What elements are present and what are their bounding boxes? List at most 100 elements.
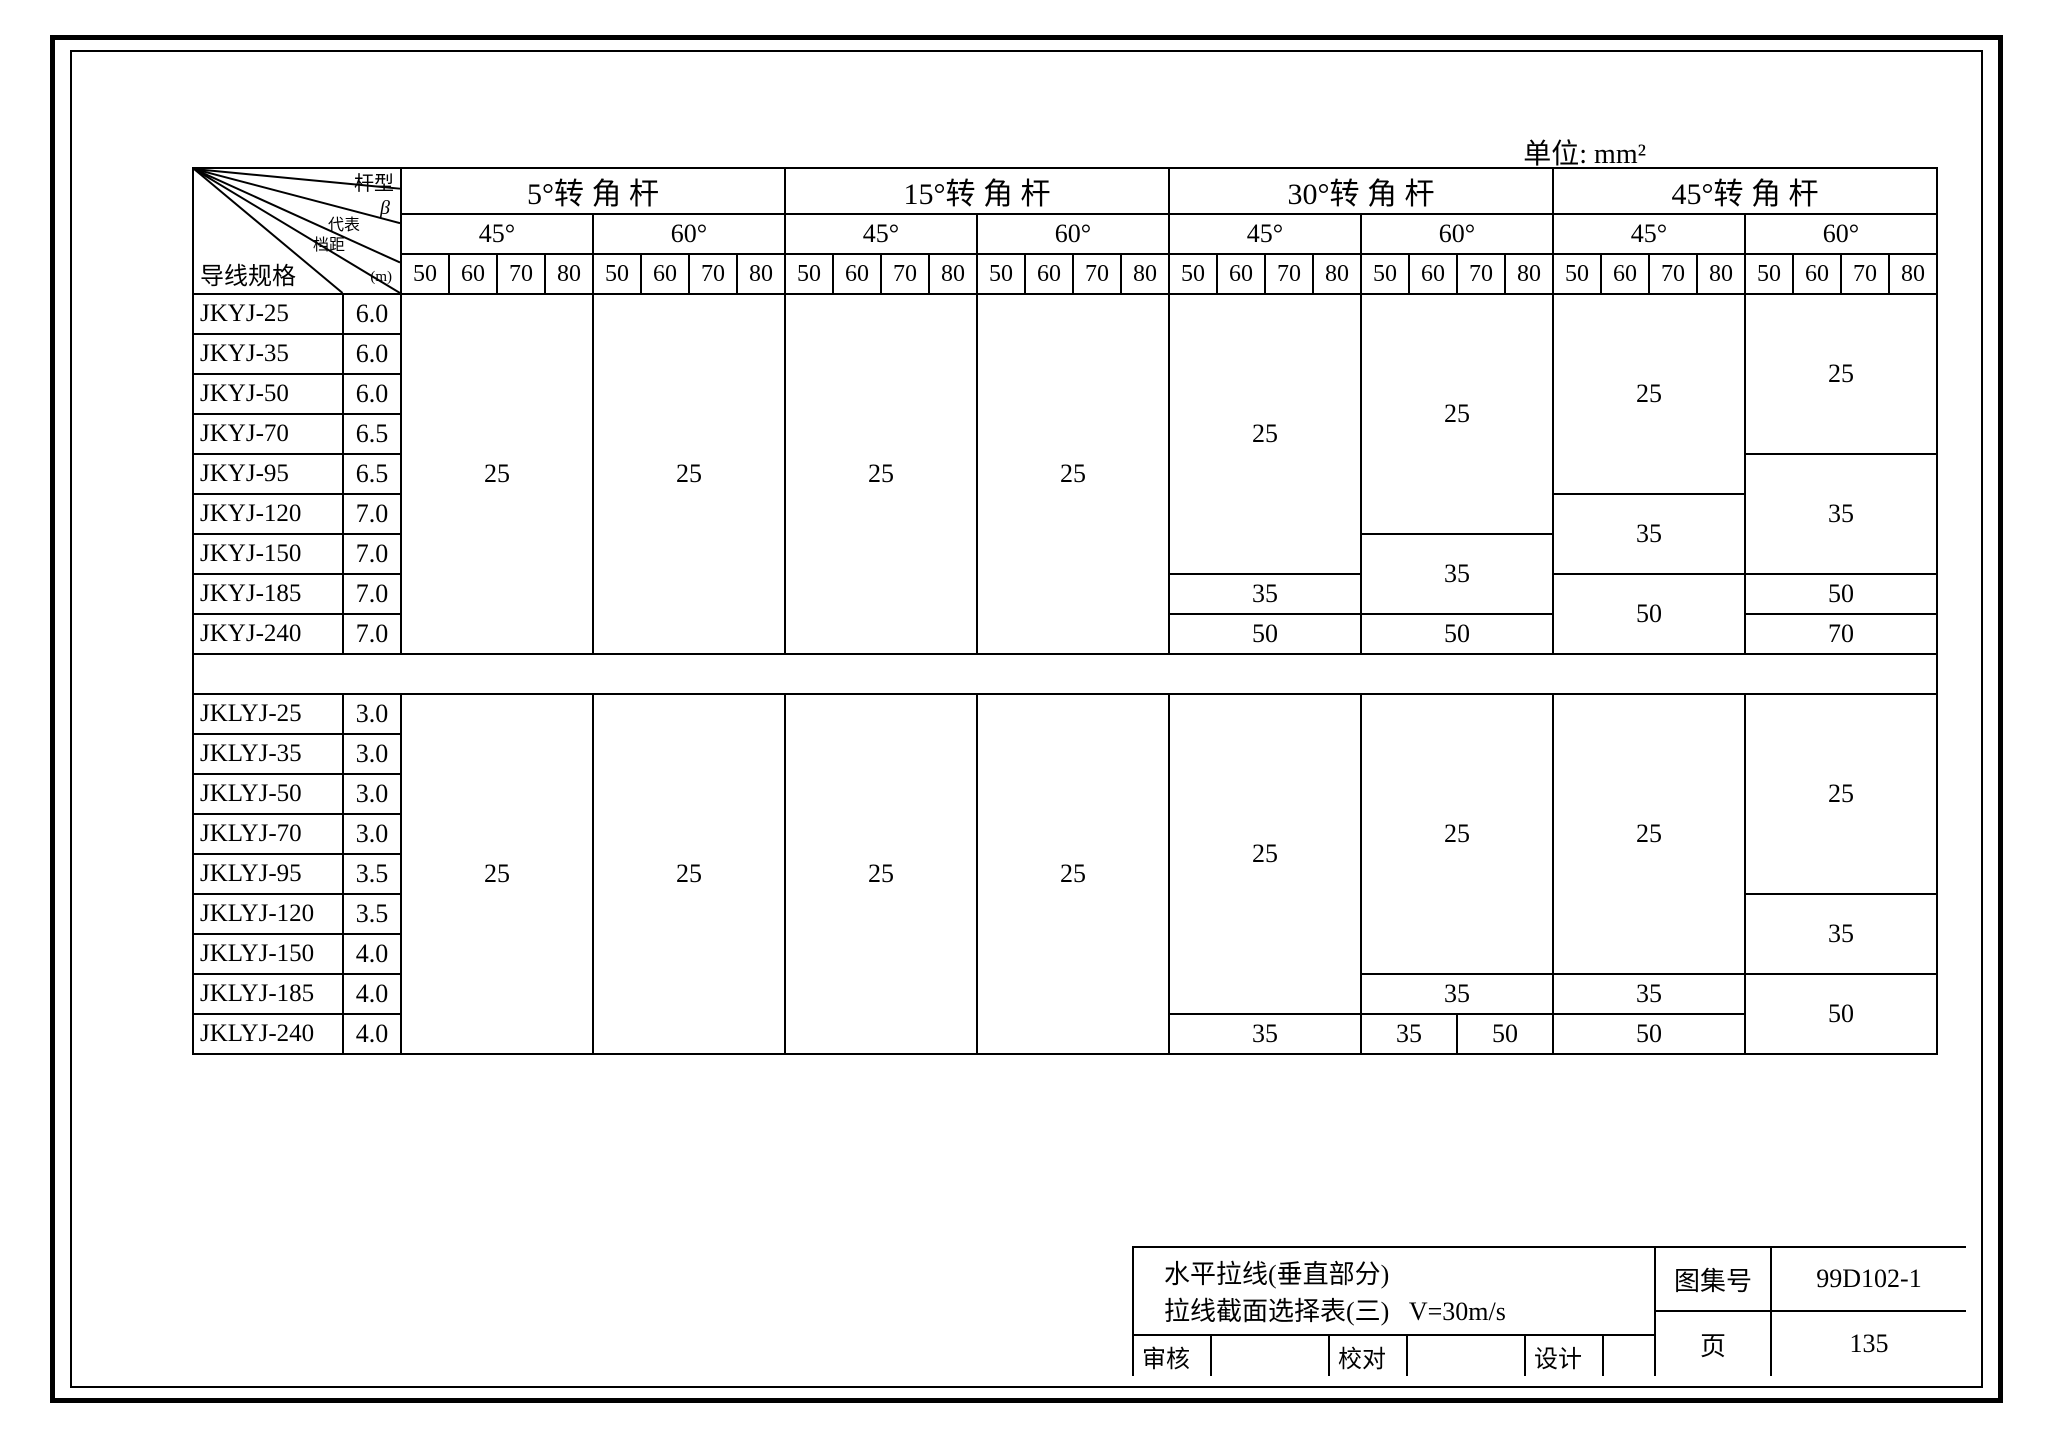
span: 80	[1121, 254, 1169, 294]
corner-gangxing: 杆型	[354, 168, 394, 196]
review-signature	[1212, 1336, 1330, 1376]
span: 60	[449, 254, 497, 294]
val: 25	[593, 694, 785, 1054]
val: 50	[1169, 614, 1361, 654]
k: 6.0	[343, 294, 401, 334]
corner-dangwei: 档距	[313, 231, 345, 255]
span: 60	[641, 254, 689, 294]
val: 25	[1361, 294, 1553, 534]
k: 7.0	[343, 494, 401, 534]
span: 50	[785, 254, 833, 294]
val: 25	[1361, 694, 1553, 974]
spec: JKLYJ-50	[193, 774, 343, 814]
val: 25	[1553, 694, 1745, 974]
k: 3.5	[343, 854, 401, 894]
check-signature	[1408, 1336, 1526, 1376]
k: 3.5	[343, 894, 401, 934]
design-signature	[1604, 1336, 1654, 1376]
spec: JKLYJ-35	[193, 734, 343, 774]
spec: JKLYJ-25	[193, 694, 343, 734]
spec: JKYJ-150	[193, 534, 343, 574]
val: 35	[1553, 494, 1745, 574]
span: 80	[1313, 254, 1361, 294]
inner-frame: 单位: mm²	[70, 50, 1983, 1388]
title-line1: 水平拉线(垂直部分)	[1134, 1248, 1654, 1291]
page-label: 页	[1656, 1312, 1772, 1376]
pole-group-4: 45°转 角 杆	[1553, 168, 1937, 214]
angle: 45°	[401, 214, 593, 254]
pole-group-1: 5°转 角 杆	[401, 168, 785, 214]
span: 70	[881, 254, 929, 294]
val: 25	[1169, 694, 1361, 1014]
k: 7.0	[343, 614, 401, 654]
val: 35	[1553, 974, 1745, 1014]
span: 80	[1505, 254, 1553, 294]
title-block-right: 图集号 99D102-1 页 135	[1656, 1248, 1966, 1376]
span: 50	[593, 254, 641, 294]
span: 80	[1697, 254, 1745, 294]
spec: JKYJ-120	[193, 494, 343, 534]
val: 25	[977, 294, 1169, 654]
header-row-3: 50607080 50607080 50607080 50607080 5060…	[193, 254, 1937, 294]
span: 70	[1457, 254, 1505, 294]
spec: JKYJ-35	[193, 334, 343, 374]
val: 50	[1745, 574, 1937, 614]
title-line2: 拉线截面选择表(三) V=30m/s	[1134, 1291, 1654, 1334]
span: 60	[1601, 254, 1649, 294]
title-block: 水平拉线(垂直部分) 拉线截面选择表(三) V=30m/s 审核 校对 设计	[1132, 1246, 1966, 1376]
val: 35	[1169, 1014, 1361, 1054]
span: 60	[833, 254, 881, 294]
span: 70	[1265, 254, 1313, 294]
val: 25	[401, 294, 593, 654]
val: 25	[401, 694, 593, 1054]
val: 25	[977, 694, 1169, 1054]
span: 70	[1649, 254, 1697, 294]
corner-beta: β	[380, 197, 390, 220]
val: 50	[1361, 614, 1553, 654]
k: 7.0	[343, 534, 401, 574]
title-block-main: 水平拉线(垂直部分) 拉线截面选择表(三) V=30m/s 审核 校对 设计	[1134, 1248, 1656, 1376]
check-label: 校对	[1330, 1336, 1408, 1376]
val: 35	[1745, 454, 1937, 574]
span: 50	[401, 254, 449, 294]
val: 25	[1745, 694, 1937, 894]
spec: JKYJ-185	[193, 574, 343, 614]
span: 80	[545, 254, 593, 294]
angle: 60°	[593, 214, 785, 254]
unit-label: 单位: mm²	[1523, 132, 1646, 172]
span: 50	[977, 254, 1025, 294]
spec: JKLYJ-185	[193, 974, 343, 1014]
spec: JKYJ-95	[193, 454, 343, 494]
header-row-2: 45° 60° 45° 60° 45° 60° 45° 60°	[193, 214, 1937, 254]
corner-unit: (m)	[370, 269, 392, 286]
angle: 45°	[1169, 214, 1361, 254]
k: 3.0	[343, 694, 401, 734]
span: 50	[1745, 254, 1793, 294]
page-value: 135	[1772, 1312, 1966, 1376]
val: 70	[1745, 614, 1937, 654]
val: 35	[1745, 894, 1937, 974]
atlas-no-label: 图集号	[1656, 1248, 1772, 1312]
val: 50	[1457, 1014, 1553, 1054]
spec: JKLYJ-150	[193, 934, 343, 974]
val: 25	[593, 294, 785, 654]
val: 50	[1745, 974, 1937, 1054]
angle: 45°	[785, 214, 977, 254]
span: 70	[1073, 254, 1121, 294]
pole-group-3: 30°转 角 杆	[1169, 168, 1553, 214]
corner-diagonal-cell: 杆型 β 代表 档距 (m) 导线规格	[193, 168, 401, 294]
k: 6.0	[343, 334, 401, 374]
span: 80	[929, 254, 977, 294]
val: 35	[1361, 974, 1553, 1014]
k: 3.0	[343, 734, 401, 774]
span: 50	[1361, 254, 1409, 294]
k: 6.0	[343, 374, 401, 414]
spec: JKYJ-70	[193, 414, 343, 454]
val: 25	[1169, 294, 1361, 574]
val: 25	[1553, 294, 1745, 494]
span: 50	[1169, 254, 1217, 294]
span: 60	[1409, 254, 1457, 294]
spec: JKLYJ-120	[193, 894, 343, 934]
span: 70	[1841, 254, 1889, 294]
k: 3.0	[343, 814, 401, 854]
